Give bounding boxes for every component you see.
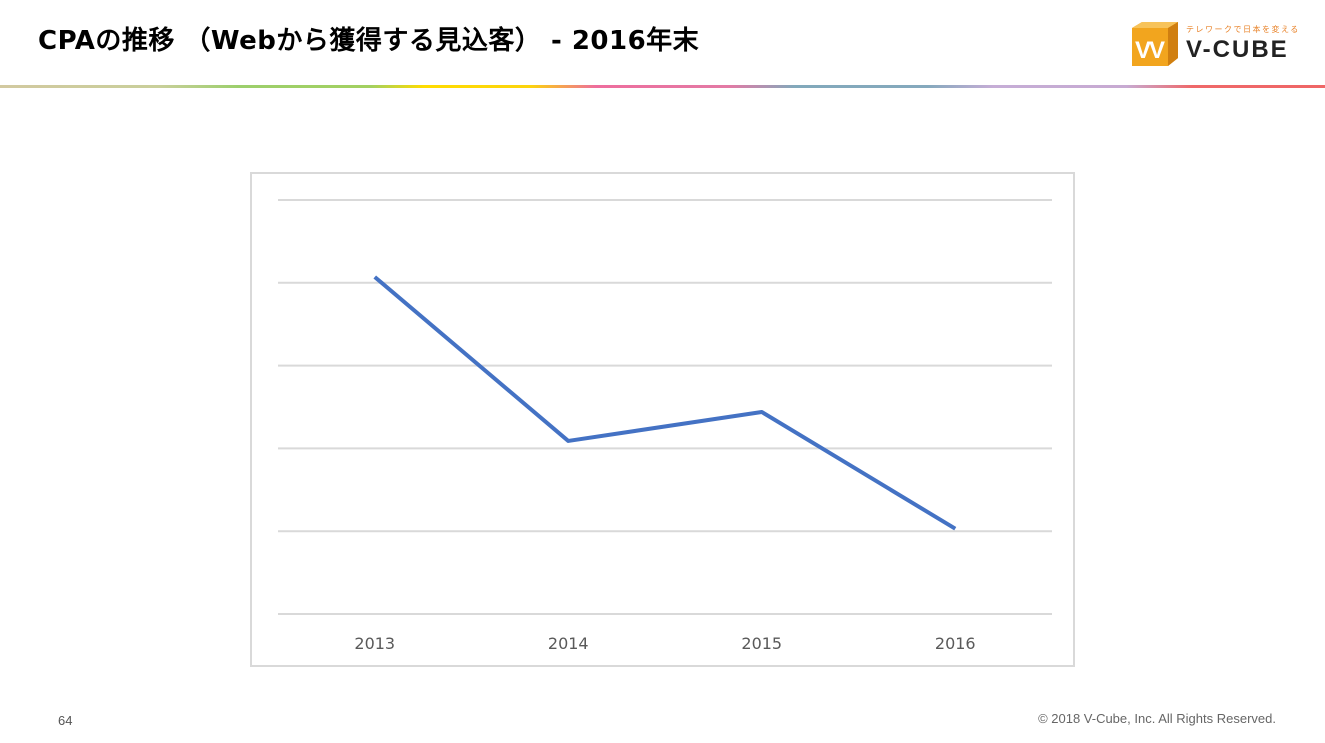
x-tick-label: 2016 <box>935 634 976 653</box>
series-line <box>373 275 957 531</box>
svg-text:V: V <box>1135 37 1151 64</box>
v-cube-logo: V V テレワークで日本を変える V-CUBE <box>1128 20 1298 68</box>
v-cube-cube-icon: V V <box>1132 22 1178 66</box>
x-tick-label: 2014 <box>548 634 589 653</box>
svg-text:V: V <box>1149 37 1165 64</box>
x-tick-label: 2015 <box>741 634 782 653</box>
header-gradient-rule <box>0 85 1325 88</box>
logo-tagline: テレワークで日本を変える <box>1186 25 1300 34</box>
copyright: © 2018 V-Cube, Inc. All Rights Reserved. <box>1038 711 1276 726</box>
logo-name: V-CUBE <box>1186 36 1289 63</box>
x-tick-label: 2013 <box>354 634 395 653</box>
page-number: 64 <box>58 713 73 728</box>
chart-frame: 2013 2014 2015 2016 <box>250 172 1075 667</box>
page-title: CPAの推移 （Webから獲得する見込客） - 2016年末 <box>38 26 700 56</box>
cpa-line-chart: 2013 2014 2015 2016 <box>278 199 1052 653</box>
